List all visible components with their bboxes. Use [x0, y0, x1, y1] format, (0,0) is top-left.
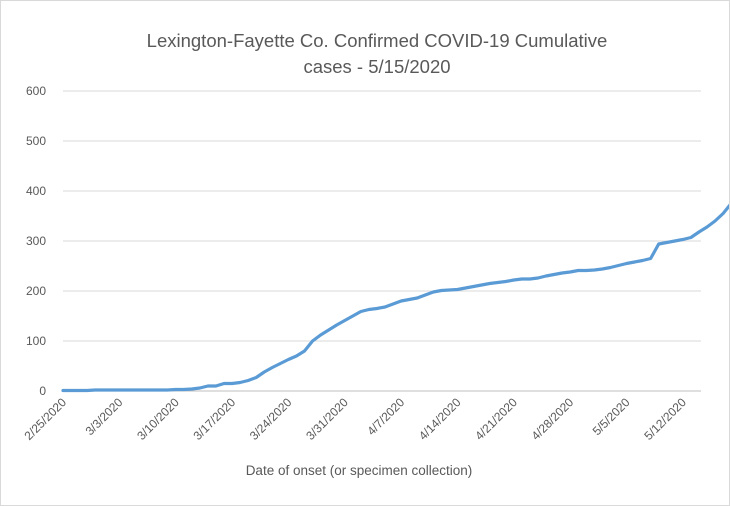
y-tick-label: 300: [26, 234, 46, 248]
gridlines: [63, 90, 701, 392]
x-tick-label: 3/3/2020: [83, 395, 126, 438]
x-tick-label: 5/5/2020: [590, 395, 633, 438]
y-tick-label: 400: [26, 184, 46, 198]
x-tick-label: 3/31/2020: [303, 395, 351, 443]
chart-title-line-2: cases - 5/15/2020: [303, 56, 450, 77]
y-tick-label: 100: [26, 334, 46, 348]
x-axis-label: Date of onset (or specimen collection): [246, 463, 473, 478]
x-axis-tick-labels: 2/25/2020 3/3/2020 3/10/2020 3/17/2020 3/24/…: [21, 395, 689, 443]
series-line-cumulative-cases: [61, 203, 729, 393]
x-tick-label: 4/28/2020: [529, 395, 577, 443]
x-tick-label: 5/12/2020: [641, 395, 689, 443]
x-tick-label: 2/25/2020: [21, 395, 69, 443]
y-axis-tick-labels: 0 100 200 300 400 500 600: [26, 84, 46, 398]
y-tick-label: 500: [26, 134, 46, 148]
x-tick-label: 4/7/2020: [364, 395, 407, 438]
y-tick-label: 200: [26, 284, 46, 298]
x-tick-label: 3/10/2020: [134, 395, 182, 443]
chart-title-line-1: Lexington-Fayette Co. Confirmed COVID-19…: [147, 30, 608, 51]
x-tick-label: 4/21/2020: [472, 395, 520, 443]
y-tick-label: 0: [39, 384, 46, 398]
x-tick-label: 3/24/2020: [247, 395, 295, 443]
y-tick-label: 600: [26, 84, 46, 98]
x-tick-label: 4/14/2020: [416, 395, 464, 443]
x-tick-label: 3/17/2020: [191, 395, 239, 443]
